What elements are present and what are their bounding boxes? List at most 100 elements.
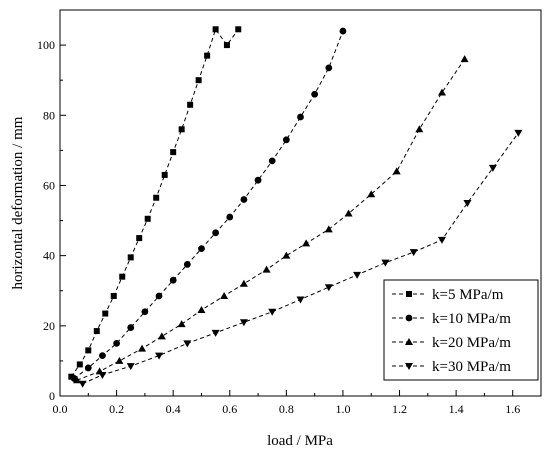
data-point <box>138 344 147 352</box>
data-point <box>115 356 124 364</box>
data-point <box>78 380 87 388</box>
x-axis-title: load / MPa <box>267 433 333 449</box>
data-point <box>262 265 271 273</box>
data-point <box>409 249 418 257</box>
data-point <box>463 200 472 207</box>
axis-ticks: 0.0 0.2 0.4 0.6 0.8 1.0 1.2 1.4 1.6 0 20 40 60 80 100 <box>37 38 520 416</box>
data-point <box>282 136 290 144</box>
data-point <box>212 229 220 237</box>
data-point <box>324 284 333 292</box>
data-point <box>110 292 117 299</box>
data-point <box>169 276 177 284</box>
data-point <box>324 225 333 233</box>
x-tick-label: 1.2 <box>392 402 407 416</box>
y-tick-label: 80 <box>43 108 55 122</box>
data-point <box>392 167 401 175</box>
data-point <box>84 364 92 372</box>
x-tick-label: 0.4 <box>166 402 181 416</box>
data-point <box>223 42 230 49</box>
data-point <box>183 261 191 268</box>
data-point <box>99 352 106 360</box>
y-tick-label: 0 <box>49 389 55 403</box>
data-point <box>240 196 248 203</box>
data-point <box>381 259 390 267</box>
data-point <box>325 64 333 72</box>
data-point <box>344 209 353 217</box>
data-point <box>141 308 149 316</box>
legend-marker <box>405 314 413 322</box>
data-point <box>183 340 192 348</box>
data-point <box>155 352 164 360</box>
x-tick-label: 1.6 <box>505 402 520 416</box>
data-point <box>226 213 234 221</box>
y-tick-label: 100 <box>37 38 55 52</box>
data-point <box>102 310 109 317</box>
x-tick-label: 0.6 <box>222 402 237 416</box>
data-point <box>282 251 291 259</box>
data-point <box>211 329 220 337</box>
data-point <box>198 245 205 253</box>
data-point <box>239 319 248 327</box>
data-point <box>127 254 134 261</box>
data-point <box>296 296 305 304</box>
data-point <box>178 126 185 133</box>
data-point <box>161 171 168 178</box>
data-point <box>204 52 211 59</box>
series-3 <box>72 55 469 384</box>
series-line <box>73 30 344 379</box>
y-axis-title: horizontal deformation / mm <box>10 116 26 289</box>
series-4 <box>78 129 523 388</box>
data-point <box>254 176 262 184</box>
data-point <box>212 26 219 33</box>
legend-label: k=30 MPa/m <box>432 359 511 375</box>
data-point <box>220 291 229 299</box>
data-point <box>514 129 523 137</box>
data-point <box>415 125 424 133</box>
x-tick-label: 1.0 <box>335 402 350 416</box>
y-tick-label: 20 <box>43 319 55 333</box>
series-2 <box>70 27 347 382</box>
data-point <box>155 292 163 300</box>
y-tick-label: 60 <box>43 178 55 192</box>
data-point <box>157 332 166 340</box>
legend-label: k=5 MPa/m <box>432 287 504 303</box>
x-tick-label: 0.2 <box>109 402 124 416</box>
data-point <box>144 215 151 222</box>
data-point <box>72 376 81 384</box>
data-point <box>297 113 304 121</box>
data-point <box>126 363 135 371</box>
data-point <box>119 273 126 280</box>
data-point <box>195 77 202 84</box>
data-point <box>460 55 469 63</box>
data-point <box>268 157 276 165</box>
x-tick-label: 1.4 <box>449 402 464 416</box>
data-point <box>170 149 177 156</box>
legend-marker <box>406 291 412 297</box>
data-point <box>177 320 186 328</box>
legend: k=5 MPa/m k=10 MPa/m k=20 MPa/m k=30 MPa/m <box>383 279 539 381</box>
data-point <box>127 324 135 331</box>
plot-frame <box>59 9 542 397</box>
data-point <box>235 26 242 33</box>
data-point <box>302 239 311 247</box>
legend-label: k=20 MPa/m <box>432 335 511 351</box>
series-line <box>70 28 239 377</box>
x-tick-label: 0.0 <box>53 402 68 416</box>
data-point <box>98 371 107 379</box>
series-group <box>68 26 523 388</box>
data-point <box>437 88 446 96</box>
y-tick-label: 40 <box>43 249 55 263</box>
data-point <box>76 361 83 368</box>
data-point <box>367 190 376 198</box>
data-point <box>268 308 277 316</box>
data-point <box>153 194 160 201</box>
data-point <box>136 235 143 242</box>
data-point <box>353 271 362 279</box>
series-1 <box>68 26 242 380</box>
data-point <box>488 164 497 172</box>
legend-marker <box>405 338 413 345</box>
data-point <box>239 279 248 287</box>
data-point <box>187 101 194 108</box>
legend-marker <box>405 363 413 370</box>
data-point <box>437 236 446 244</box>
